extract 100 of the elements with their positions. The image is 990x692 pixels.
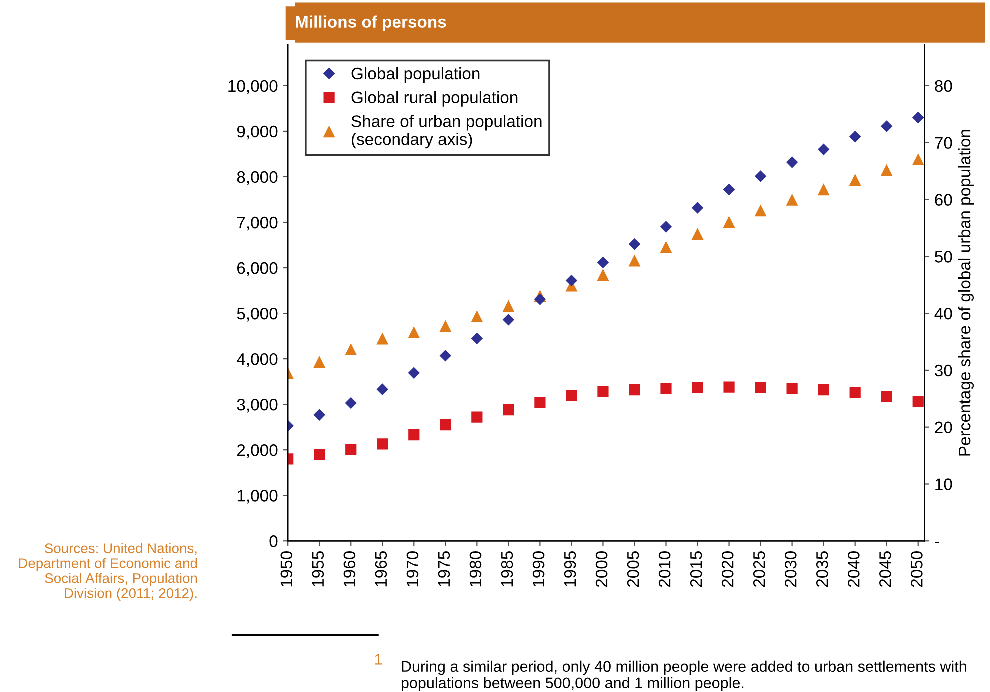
x-tick-label: 2040 [848, 552, 860, 588]
point [346, 444, 357, 456]
y2-tick-label: 30 [935, 364, 952, 377]
y-tick-label: 7,000 [238, 216, 278, 231]
y-tick-label: 0 [270, 536, 278, 548]
point [755, 382, 766, 394]
point [692, 202, 704, 214]
y2-axis-title: Percentage share of global urban population [958, 130, 974, 456]
point [440, 321, 452, 332]
x-tick-label: 2000 [596, 552, 608, 588]
point [912, 112, 924, 124]
point [692, 382, 704, 394]
x-tick-label: 2015 [690, 552, 702, 588]
point [818, 184, 830, 196]
point [850, 131, 861, 143]
x-tick-label: 1960 [344, 552, 356, 587]
point [724, 184, 735, 196]
chart-title: Millions of persons [296, 16, 446, 32]
point [629, 384, 640, 396]
y2-tick-label: 50 [935, 251, 952, 263]
point [881, 391, 892, 402]
text: 1 [375, 654, 382, 665]
point [566, 275, 578, 286]
point [314, 356, 326, 368]
point [534, 294, 546, 306]
point [566, 390, 578, 402]
x-tick-label: 2050 [911, 552, 923, 588]
x-tick-label: 1985 [501, 552, 514, 587]
y-tick-label: 6,000 [238, 262, 278, 276]
point [472, 412, 483, 423]
x-tick-label: 2030 [784, 552, 797, 588]
y-tick-label: 5,000 [237, 308, 278, 322]
y2-tick-label: - [935, 542, 940, 544]
point [440, 350, 452, 362]
point [881, 165, 892, 176]
x-tick-label: 1950 [280, 552, 293, 587]
y-tick-label: 4,000 [237, 353, 278, 368]
point [534, 397, 546, 408]
x-tick-label: 2010 [658, 552, 671, 588]
x-tick-label: 2005 [627, 552, 640, 588]
point [755, 170, 766, 182]
point [346, 344, 357, 356]
point [346, 398, 357, 409]
y2-tick-label: 60 [935, 194, 952, 206]
point [440, 420, 452, 431]
x-tick-label: 1955 [312, 552, 324, 587]
point [314, 409, 326, 421]
point [660, 242, 672, 254]
y-tick-label: 1,000 [238, 490, 278, 504]
y2-tick-label: 70 [935, 137, 952, 150]
legend-label: Share of urban population (secondary axis) [352, 115, 542, 149]
point [503, 301, 514, 312]
point [660, 221, 672, 233]
point [377, 334, 388, 345]
point [786, 156, 798, 168]
point [503, 404, 514, 416]
point [598, 270, 609, 281]
y-tick-label: 10,000 [228, 80, 278, 94]
y2-tick-label: 80 [935, 80, 952, 92]
point [314, 449, 326, 460]
point [850, 387, 861, 398]
x-tick-label: 2025 [753, 552, 766, 588]
point [912, 154, 924, 166]
point [724, 382, 735, 393]
point [818, 144, 830, 156]
x-tick-label: 1980 [470, 552, 482, 587]
point [692, 228, 704, 240]
x-tick-label: 1990 [532, 552, 545, 587]
y2-tick-label: 10 [936, 478, 952, 490]
point [818, 384, 830, 396]
x-tick-label: 2020 [722, 552, 734, 588]
point [408, 368, 420, 379]
point [503, 314, 514, 326]
x-tick-label: 1995 [564, 552, 576, 587]
x-tick-label: 2035 [816, 552, 828, 588]
y2-tick-label: 40 [934, 308, 952, 320]
point [912, 396, 924, 408]
y-tick-label: 2,000 [238, 444, 278, 458]
point [629, 238, 640, 250]
point [472, 311, 483, 323]
point [629, 256, 640, 267]
y-tick-label: 8,000 [237, 171, 278, 186]
point [786, 383, 798, 394]
point [660, 383, 672, 394]
point [850, 174, 861, 186]
point [598, 386, 609, 398]
point [472, 332, 483, 344]
x-tick-label: 1970 [406, 552, 419, 587]
point [881, 120, 892, 132]
point [724, 216, 735, 228]
point [598, 256, 609, 268]
source-note: Sources: United Nations, Department of Economic and Social Affairs, Population Division (2011; 2012). [19, 543, 198, 602]
x-tick-label: 2045 [880, 552, 892, 588]
point [377, 438, 388, 450]
y2-tick-label: 20 [935, 422, 952, 434]
point [755, 206, 766, 217]
x-tick-label: 1975 [438, 552, 450, 587]
legend-label: Global rural population [352, 91, 518, 107]
point [786, 194, 798, 206]
text: During a similar period, only 40 million people were added to urban settlements with populations between 500,000 and 1 million people. [402, 660, 966, 692]
